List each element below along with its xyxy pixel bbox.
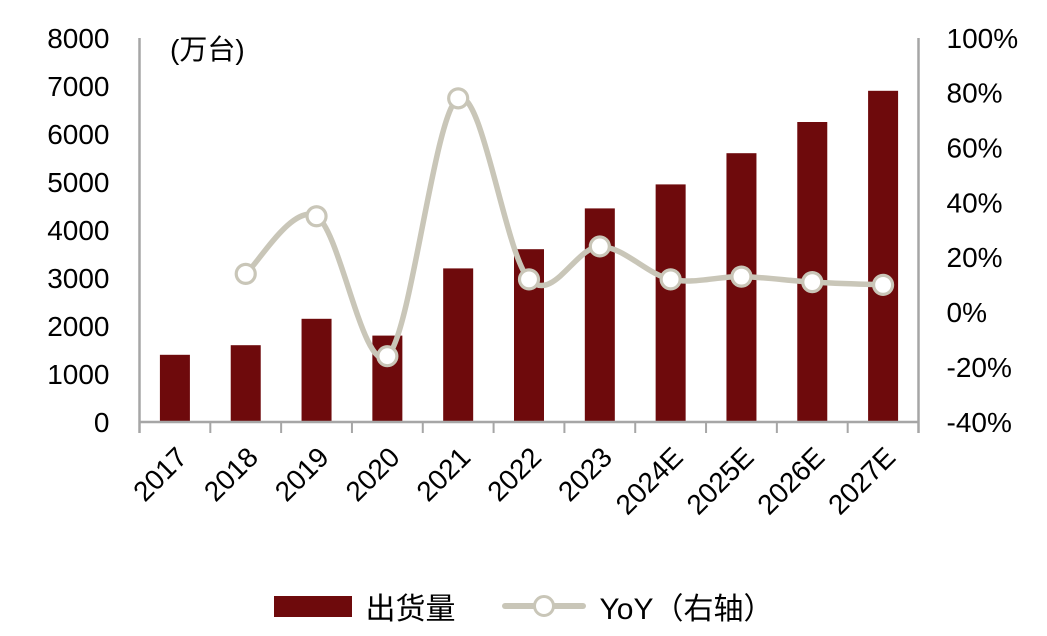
right-axis-tick-label: 0%	[947, 297, 987, 328]
left-axis-tick-label: 7000	[47, 71, 109, 102]
left-axis-tick-label: 3000	[47, 263, 109, 294]
bar	[655, 184, 686, 422]
x-axis-category-label: 2020	[340, 441, 406, 507]
yoy-line	[242, 95, 886, 361]
bar	[159, 354, 190, 422]
bar	[230, 345, 261, 422]
x-axis-category-label: 2026E	[751, 441, 830, 520]
legend-item-shipments: 出货量	[273, 584, 456, 628]
x-axis-category-label: 2021	[410, 441, 476, 507]
x-axis-category-label: 2025E	[681, 441, 760, 520]
left-axis-unit-label: (万台)	[170, 34, 245, 65]
bar	[868, 90, 899, 423]
right-axis-tick-label: -20%	[947, 352, 1012, 383]
legend-label-yoy: YoY（右轴）	[599, 593, 774, 626]
yoy-line-marker	[234, 262, 257, 285]
left-axis-tick-label: 4000	[47, 215, 109, 246]
x-axis-category-label: 2019	[269, 441, 335, 507]
legend-label-shipments: 出货量	[365, 593, 456, 626]
right-axis-tick-label: 80%	[947, 78, 1003, 109]
yoy-line-marker	[871, 273, 895, 296]
left-axis-tick-label: 1000	[47, 359, 109, 390]
x-axis-category-label: 2027E	[822, 441, 901, 520]
yoy-line-marker	[376, 345, 399, 368]
line-marker-swatch-circle	[532, 595, 555, 617]
x-axis-category-label: 2023	[552, 441, 618, 507]
x-axis-category-label: 2022	[481, 441, 547, 507]
right-axis-tick-label: 100%	[947, 23, 1019, 54]
right-axis-tick-label: 20%	[947, 242, 1003, 273]
x-axis-category-label: 2017	[127, 441, 193, 507]
yoy-line-marker	[801, 271, 824, 294]
left-axis-tick-label: 0	[94, 407, 110, 438]
chart-canvas: 0 1000 2000 3000 4000 5000 6000 7000 8000 -40% -20…	[47, 23, 1019, 521]
right-axis-tick-label: -40%	[947, 407, 1012, 438]
left-axis-tick-label: 5000	[47, 167, 109, 198]
right-axis-tick-label: 40%	[947, 187, 1003, 218]
legend-item-yoy: YoY（右轴）	[501, 584, 774, 628]
right-axis-tick-label: 60%	[947, 133, 1003, 164]
yoy-line-marker	[730, 265, 753, 288]
x-axis-category-label: 2018	[198, 441, 264, 507]
yoy-line-marker	[517, 268, 541, 291]
x-axis-category-label: 2024E	[610, 441, 689, 520]
left-axis-tick-label: 2000	[47, 311, 109, 342]
yoy-line-marker	[447, 87, 470, 110]
legend: 出货量 YoY（右轴）	[0, 584, 1047, 628]
yoy-line-marker	[659, 268, 682, 291]
line-series-swatch	[501, 594, 586, 618]
left-axis-tick-label: 6000	[47, 119, 109, 150]
yoy-line-marker	[305, 205, 328, 228]
left-axis-tick-label: 8000	[47, 23, 109, 54]
bar	[443, 268, 474, 422]
yoy-line-marker	[588, 235, 611, 258]
bar-series-swatch	[273, 595, 352, 617]
bar	[301, 318, 332, 422]
